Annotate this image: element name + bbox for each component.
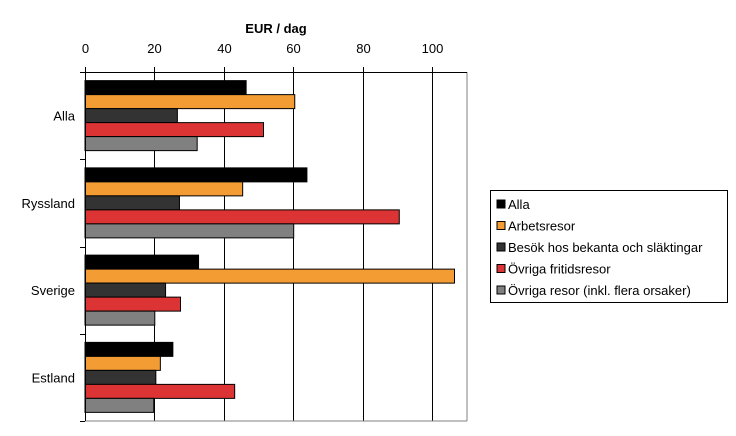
category-label: Ryssland: [22, 196, 75, 211]
bar: [84, 136, 198, 152]
x-tick-label: 80: [356, 41, 370, 56]
x-tick-label: 0: [82, 41, 89, 56]
category-label: Estland: [32, 370, 75, 385]
legend-label: Alla: [508, 197, 530, 212]
bar: [84, 209, 400, 225]
bar: [84, 167, 308, 183]
bar: [84, 310, 156, 326]
x-tick-label: 60: [286, 41, 300, 56]
bar: [84, 268, 455, 284]
bar: [84, 296, 181, 312]
bar: [84, 108, 178, 124]
legend-label: Besök hos bekanta och släktingar: [508, 240, 703, 255]
axes: [80, 72, 468, 422]
x-tick-label: 20: [147, 41, 161, 56]
legend-swatch: [496, 199, 506, 209]
chart-title: EUR / dag: [245, 21, 306, 36]
legend-label: Arbetsresor: [508, 219, 576, 234]
bars: [84, 80, 455, 413]
legend-swatch: [496, 221, 506, 230]
x-tick-label: 40: [217, 41, 231, 56]
bar: [84, 80, 247, 96]
category-labels: Alla Ryssland Sverige Estland: [22, 109, 76, 386]
bar: [84, 94, 296, 110]
legend-swatch: [496, 264, 506, 273]
category-label: Alla: [53, 109, 75, 124]
x-axis-ticks: 0 20 40 60 80 100: [82, 41, 443, 72]
bar: [84, 355, 161, 371]
bar: [84, 195, 180, 211]
bar: [84, 397, 155, 413]
bar: [84, 254, 200, 270]
bar: [84, 383, 236, 399]
bar: [84, 369, 157, 385]
legend-label: Övriga fritidsresor: [508, 262, 611, 277]
legend-swatch: [496, 285, 506, 295]
legend-box: [490, 190, 728, 303]
bar: [84, 223, 295, 239]
legend-swatch: [496, 242, 506, 252]
bar: [84, 122, 264, 138]
bar: [84, 181, 244, 197]
category-label: Sverige: [31, 283, 75, 298]
bar: [84, 282, 167, 298]
bar: [84, 341, 174, 357]
legend-label: Övriga resor (inkl. flera orsaker): [508, 283, 691, 298]
x-tick-label: 100: [422, 41, 444, 56]
legend: Alla Arbetsresor Besök hos bekanta och slä…: [490, 190, 728, 303]
